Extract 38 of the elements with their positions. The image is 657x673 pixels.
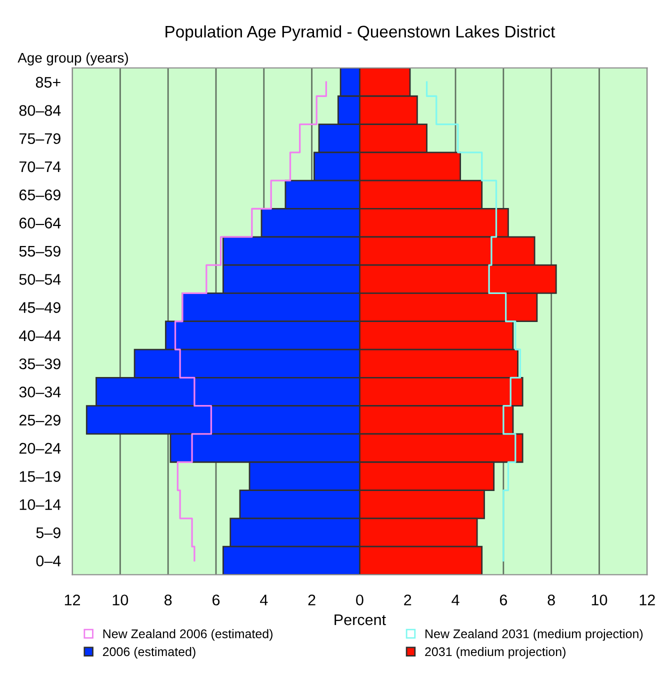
y-tick-label: 85+ xyxy=(36,76,60,88)
y-tick-label: 10–14 xyxy=(20,499,61,510)
y-tick-label: 45–49 xyxy=(19,302,60,313)
x-tick-label: 6 xyxy=(500,594,508,606)
y-tick-label: 55–59 xyxy=(19,246,60,257)
y-tick-label: 35–39 xyxy=(19,358,60,370)
x-tick-label: 6 xyxy=(212,594,220,606)
legend-label: New Zealand 2031 (medium projection) xyxy=(426,629,643,641)
y-tick-label: 75–79 xyxy=(19,133,60,144)
x-tick-label: 8 xyxy=(548,594,555,606)
y-tick-label: 5–9 xyxy=(36,527,60,538)
y-tick-label: 20–24 xyxy=(19,442,61,454)
y-axis-title: Age group (years) xyxy=(18,52,128,66)
legend-label: New Zealand 2006 (estimated) xyxy=(103,629,272,641)
y-tick-label: 40–44 xyxy=(19,330,61,342)
x-tick-label: 4 xyxy=(260,594,268,606)
x-tick-label: 12 xyxy=(64,594,80,606)
x-tick-label: 2 xyxy=(308,594,316,606)
x-tick-label: 4 xyxy=(452,594,460,606)
y-tick-label: 30–34 xyxy=(19,386,61,398)
y-tick-label: 25–29 xyxy=(19,414,60,426)
y-tick-label: 15–19 xyxy=(20,471,60,482)
x-tick-label: 12 xyxy=(640,594,655,606)
x-tick-label: 10 xyxy=(592,594,608,606)
x-tick-label: 0 xyxy=(356,594,364,606)
x-tick-label: 2 xyxy=(404,594,412,606)
y-tick-label: 70–74 xyxy=(19,161,61,172)
legend-label: 2031 (medium projection) xyxy=(425,646,566,659)
y-tick-label: 60–64 xyxy=(19,218,61,229)
y-tick-label: 65–69 xyxy=(19,190,60,200)
legend-label: 2006 (estimated) xyxy=(102,646,196,659)
y-tick-label: 80–84 xyxy=(19,105,61,116)
x-tick-label: 10 xyxy=(112,594,128,606)
chart-title: Population Age Pyramid - Queenstown Lakes District xyxy=(166,25,556,41)
y-tick-label: 0–4 xyxy=(36,556,61,566)
x-tick-label: 8 xyxy=(164,594,172,606)
y-tick-label: 50–54 xyxy=(19,274,61,285)
x-axis-title: Percent xyxy=(334,614,386,626)
